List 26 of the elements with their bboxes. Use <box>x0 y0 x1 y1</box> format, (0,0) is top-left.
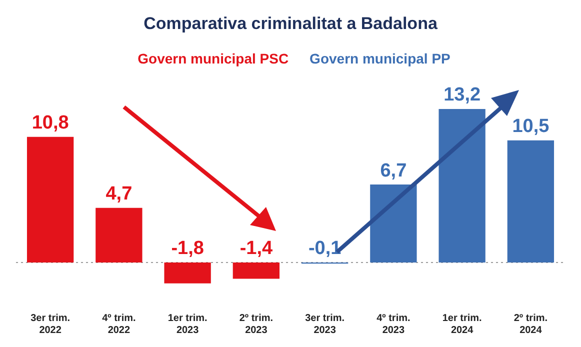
x-tick-label: 4º trim. 2022 <box>102 312 136 336</box>
bar <box>232 262 280 279</box>
text: Govern municipal PP <box>310 50 450 66</box>
bar <box>96 208 142 262</box>
data-label: 6,7 <box>380 160 407 182</box>
x-tick-label: 3er trim. 2022 <box>30 312 70 336</box>
x-tick-label: 2º trim. 2024 <box>514 312 548 336</box>
text: Govern municipal PSC <box>138 50 289 66</box>
x-tick-label: 1er trim. 2024 <box>442 312 482 336</box>
chart-title: Comparativa criminalitat a Badalona <box>144 14 438 33</box>
data-label: 4,7 <box>106 184 132 205</box>
data-label: 10,8 <box>32 112 69 134</box>
x-tick-label: 1er trim. 2023 <box>168 312 208 336</box>
data-label: 13,2 <box>444 84 481 106</box>
bar <box>370 184 417 262</box>
x-tick-label: 4º trim. 2023 <box>376 312 410 336</box>
data-label: -1,8 <box>171 238 204 260</box>
data-label: -1,4 <box>240 238 273 260</box>
bar <box>164 262 211 284</box>
data-label: 10,5 <box>512 116 550 138</box>
bar <box>26 136 74 262</box>
bar <box>507 140 554 262</box>
bar <box>438 108 486 262</box>
x-tick-label: 2º trim. 2023 <box>239 312 274 336</box>
x-tick-label: 3er trim. 2023 <box>305 312 345 336</box>
data-label: -0,1 <box>308 238 342 260</box>
